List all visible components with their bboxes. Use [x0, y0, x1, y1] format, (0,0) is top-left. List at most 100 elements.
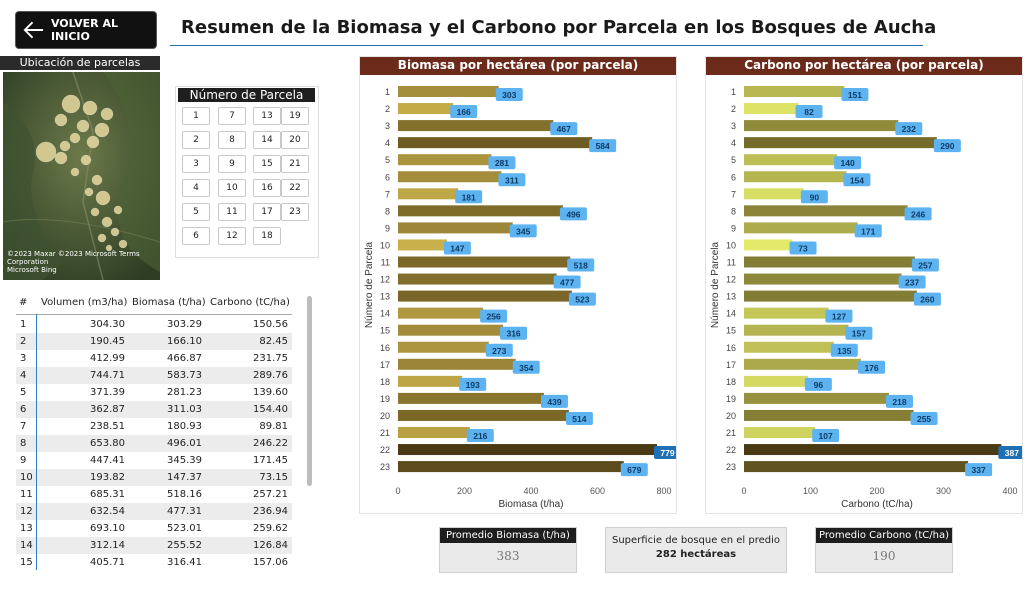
- table-cell: 154.40: [253, 404, 288, 415]
- parcel-button[interactable]: 6: [182, 227, 210, 245]
- biomasa-bar: [398, 358, 516, 370]
- carbono-bar: [744, 427, 816, 438]
- table-cell: 238.51: [90, 421, 125, 432]
- biomasa-bar: [398, 392, 544, 404]
- parcel-button[interactable]: 17: [253, 203, 281, 221]
- table-row: 13 693.10 523.01 259.62: [16, 520, 292, 537]
- table-cell: 6: [20, 404, 27, 415]
- biomasa-data-label-bg: [459, 377, 487, 391]
- carbono-data-label-bg: [830, 343, 858, 357]
- parcel-button[interactable]: 2: [182, 131, 210, 149]
- parcel-button[interactable]: 5: [182, 203, 210, 221]
- biomasa-category-label: 7: [385, 189, 390, 199]
- table-cell: 13: [20, 523, 33, 534]
- biomasa-category-label: 17: [380, 360, 390, 370]
- parcel-button[interactable]: 8: [218, 131, 246, 149]
- biomasa-category-label: 18: [380, 377, 390, 387]
- parcel-button[interactable]: 9: [218, 155, 246, 173]
- parcel-button[interactable]: 4: [182, 179, 210, 197]
- carbono-data-label-bg: [843, 173, 871, 187]
- table-cell: 412.99: [90, 353, 125, 364]
- carbono-data-label: 255: [917, 414, 931, 424]
- carbono-data-label: 171: [861, 226, 875, 236]
- kpi-carbono-label: Promedio Carbono (tC/ha): [816, 528, 952, 543]
- table-cell: 15: [20, 557, 33, 568]
- parcel-button[interactable]: 14: [253, 131, 281, 149]
- biomasa-bar: [398, 273, 557, 285]
- carbono-bar: [744, 375, 808, 387]
- parcel-button[interactable]: 7: [218, 107, 246, 125]
- table-cell: 7: [20, 421, 27, 432]
- table-cell: 246.22: [253, 438, 288, 449]
- biomasa-bar: [398, 461, 624, 473]
- biomasa-bar: [398, 205, 563, 217]
- parcel-button[interactable]: 23: [281, 203, 309, 221]
- biomasa-data-label: 311: [505, 175, 519, 185]
- carbono-category-label: 10: [726, 240, 736, 250]
- carbono-data-label-bg: [911, 258, 939, 272]
- carbono-x-axis-label: Carbono (tC/ha): [841, 499, 913, 510]
- biomasa-data-label-bg: [509, 224, 537, 238]
- table-cell: 147.37: [167, 472, 202, 483]
- parcel-button[interactable]: 20: [281, 131, 309, 149]
- biomasa-bar: [398, 120, 554, 132]
- table-row: 10 193.82 147.37 73.15: [16, 469, 292, 486]
- table-cell: 236.94: [253, 506, 288, 517]
- parcel-button[interactable]: 3: [182, 155, 210, 173]
- table-cell: 193.82: [90, 472, 125, 483]
- biomasa-category-label: 14: [380, 309, 390, 319]
- back-to-home-button[interactable]: VOLVER AL INICIO: [16, 12, 156, 48]
- biomasa-x-axis-label: Biomasa (t/ha): [498, 499, 563, 510]
- parcel-button[interactable]: 15: [253, 155, 281, 173]
- carbono-category-label: 22: [726, 445, 736, 455]
- table-row: 8 653.80 496.01 246.22: [16, 435, 292, 452]
- carbono-bar: [744, 239, 793, 251]
- parcel-button[interactable]: 11: [218, 203, 246, 221]
- biomasa-data-label-bg: [568, 292, 596, 306]
- biomasa-chart-svg: 1 303 2 166 3 467 4 584 5 281 6 311 7 181 8 496 9 345 10 14…: [364, 86, 676, 510]
- back-button-label: VOLVER AL INICIO: [50, 17, 118, 43]
- parcel-button[interactable]: 13: [253, 107, 281, 125]
- col-header-index: #: [19, 297, 28, 308]
- parcel-button[interactable]: 1: [182, 107, 210, 125]
- parcel-button[interactable]: 21: [281, 155, 309, 173]
- table-cell: 345.39: [167, 455, 202, 466]
- table-cell: 11: [20, 489, 33, 500]
- biomasa-category-label: 22: [380, 445, 390, 455]
- parcel-button[interactable]: 12: [218, 227, 246, 245]
- table-row: 11 685.31 518.16 257.21: [16, 486, 292, 503]
- biomasa-category-label: 12: [380, 275, 390, 285]
- table-cell: 82.45: [259, 336, 288, 347]
- parcel-button[interactable]: 16: [253, 179, 281, 197]
- carbono-data-label: 107: [819, 431, 833, 441]
- parcel-button[interactable]: 19: [281, 107, 309, 125]
- parcel-button[interactable]: 22: [281, 179, 309, 197]
- carbono-data-label: 135: [837, 346, 851, 356]
- table-cell: 9: [20, 455, 27, 466]
- table-cell: 231.75: [253, 353, 288, 364]
- kpi-superficie-label: Superficie de bosque en el predio: [612, 535, 780, 546]
- biomasa-category-label: 20: [380, 411, 390, 421]
- biomasa-data-label: 273: [492, 346, 506, 356]
- parcel-map[interactable]: ©2023 Maxar ©2023 Microsoft Terms Corpor…: [3, 72, 160, 280]
- carbono-category-label: 15: [726, 326, 736, 336]
- table-cell: 166.10: [167, 336, 202, 347]
- carbono-data-label-bg: [804, 377, 832, 391]
- biomasa-tick-label: 600: [590, 486, 605, 496]
- carbono-data-label: 246: [911, 209, 925, 219]
- biomasa-bar: [398, 171, 502, 183]
- parcel-button[interactable]: 10: [218, 179, 246, 197]
- carbono-category-label: 17: [726, 360, 736, 370]
- biomasa-category-label: 5: [385, 155, 390, 165]
- biomasa-bar: [398, 324, 504, 336]
- parcel-button[interactable]: 18: [253, 227, 281, 245]
- table-cell: 8: [20, 438, 27, 449]
- table-scrollbar[interactable]: [307, 296, 312, 486]
- carbono-data-label: 82: [804, 107, 814, 117]
- kpi-carbono-value: 190: [872, 549, 896, 563]
- biomasa-data-label-bg: [589, 139, 617, 153]
- carbono-data-label-bg: [858, 360, 886, 374]
- map-title: Ubicación de parcelas: [0, 56, 160, 70]
- carbono-data-label: 232: [902, 124, 916, 134]
